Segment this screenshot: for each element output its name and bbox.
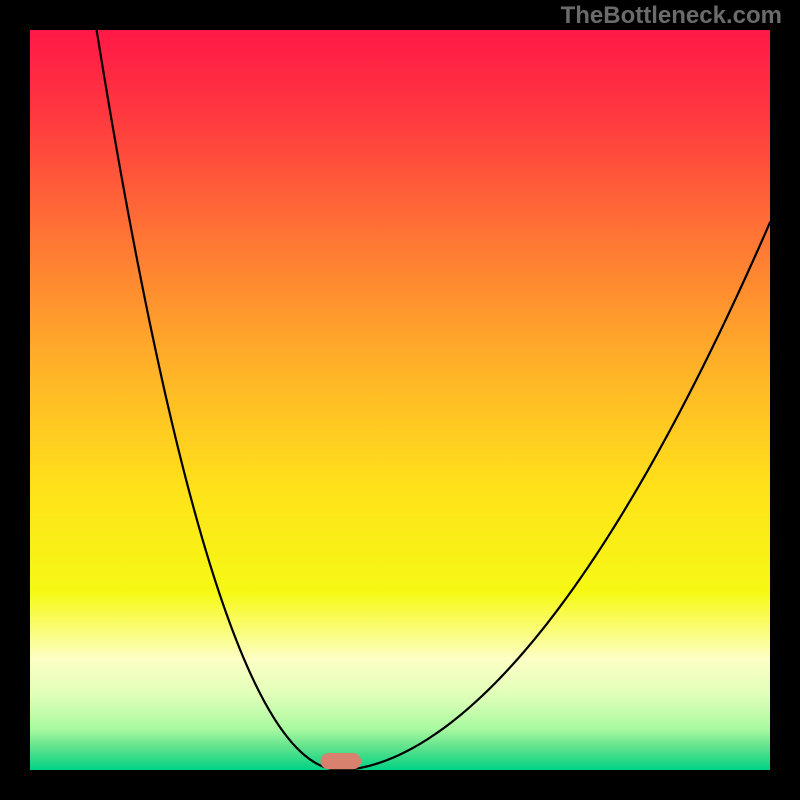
plot-background [30, 30, 770, 770]
chart-container: TheBottleneck.com [0, 0, 800, 800]
watermark-text: TheBottleneck.com [561, 2, 782, 30]
optimal-marker [320, 753, 361, 769]
bottleneck-curve-chart [0, 0, 800, 800]
